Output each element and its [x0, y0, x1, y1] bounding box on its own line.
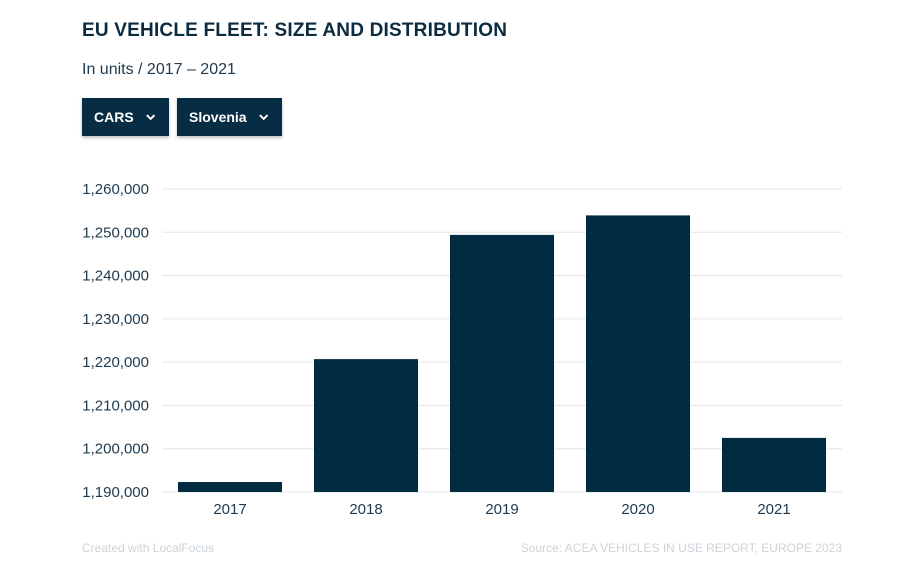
y-tick-label: 1,240,000 [82, 268, 149, 285]
credit-text[interactable]: Created with LocalFocus [82, 541, 215, 555]
chart-title: EU VEHICLE FLEET: SIZE AND DISTRIBUTION [82, 20, 508, 41]
x-tick-label: 2019 [485, 501, 518, 518]
country-label: Slovenia [189, 109, 247, 125]
x-axis-ticks: 2017 2018 2019 2020 2021 [213, 501, 790, 518]
vehicle-type-dropdown[interactable]: CARS [82, 98, 169, 136]
y-tick-label: 1,200,000 [82, 441, 149, 458]
chevron-down-icon [258, 114, 268, 121]
vehicle-type-label: CARS [94, 109, 134, 125]
y-tick-label: 1,260,000 [82, 181, 149, 198]
x-tick-label: 2017 [213, 501, 246, 518]
y-tick-label: 1,210,000 [82, 397, 149, 414]
chart-subtitle: In units / 2017 – 2021 [82, 61, 236, 78]
x-tick-label: 2018 [349, 501, 382, 518]
y-tick-label: 1,190,000 [82, 484, 149, 501]
y-axis-ticks: 1,190,000 1,200,000 1,210,000 1,220,000 1,23… [82, 181, 149, 501]
country-dropdown[interactable]: Slovenia [177, 98, 282, 136]
bar-2020[interactable] [586, 215, 690, 492]
bar-2018[interactable] [314, 359, 418, 492]
bars [178, 215, 826, 492]
bar-2019[interactable] [450, 234, 554, 492]
bar-2017[interactable] [178, 482, 282, 492]
y-tick-label: 1,250,000 [82, 224, 149, 241]
x-tick-label: 2020 [621, 501, 654, 518]
x-tick-label: 2021 [757, 501, 790, 518]
bar-2021[interactable] [722, 437, 826, 492]
y-tick-label: 1,220,000 [82, 354, 149, 371]
source-text: Source: ACEA VEHICLES IN USE REPORT, EUR… [520, 541, 842, 555]
y-tick-label: 1,230,000 [82, 311, 149, 328]
chevron-down-icon [145, 114, 155, 121]
